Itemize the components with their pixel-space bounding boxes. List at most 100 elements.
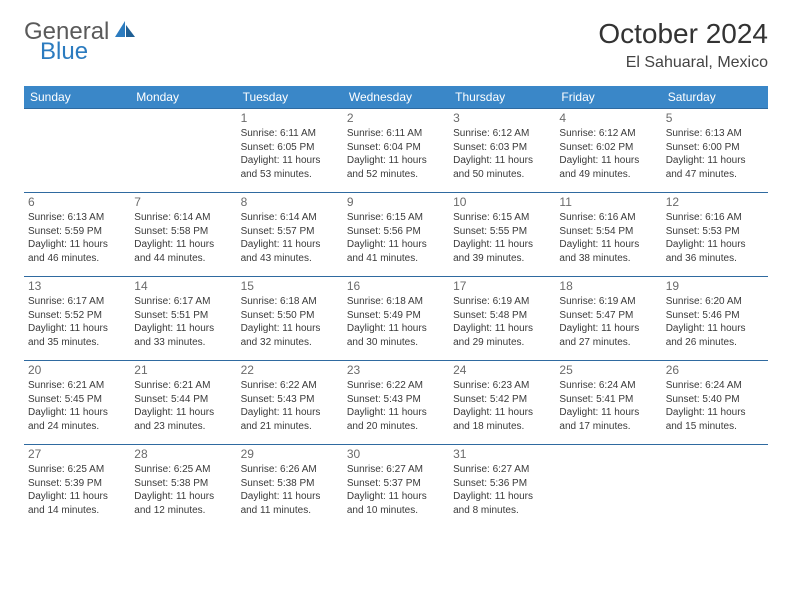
sunset-text: Sunset: 6:03 PM — [453, 141, 551, 155]
sunset-text: Sunset: 6:04 PM — [347, 141, 445, 155]
sail-icon — [115, 21, 137, 44]
day-info: Sunrise: 6:19 AMSunset: 5:47 PMDaylight:… — [559, 295, 657, 349]
daylight-text: Daylight: 11 hours and 26 minutes. — [666, 322, 764, 349]
calendar-day-cell: 31 Sunrise: 6:27 AMSunset: 5:36 PMDayligh… — [449, 445, 555, 529]
sunset-text: Sunset: 5:45 PM — [28, 393, 126, 407]
calendar-day-cell: 7Sunrise: 6:14 AMSunset: 5:58 PMDaylight… — [130, 193, 236, 277]
daylight-text: Daylight: 11 hours and 15 minutes. — [666, 406, 764, 433]
day-info: Sunrise: 6:19 AMSunset: 5:48 PMDaylight:… — [453, 295, 551, 349]
sunrise-text: Sunrise: 6:16 AM — [666, 211, 764, 225]
day-header: Tuesday — [237, 86, 343, 109]
daylight-text: Daylight: 11 hours and 35 minutes. — [28, 322, 126, 349]
day-info: Sunrise: 6:21 AMSunset: 5:44 PMDaylight:… — [134, 379, 232, 433]
calendar-day-cell: 26Sunrise: 6:24 AMSunset: 5:40 PMDayligh… — [662, 361, 768, 445]
sunrise-text: Sunrise: 6:27 AM — [347, 463, 445, 477]
day-number: 2 — [347, 111, 445, 125]
day-number: 3 — [453, 111, 551, 125]
day-info: Sunrise: 6:18 AMSunset: 5:50 PMDaylight:… — [241, 295, 339, 349]
calendar-day-cell: 13Sunrise: 6:17 AMSunset: 5:52 PMDayligh… — [24, 277, 130, 361]
sunset-text: Sunset: 5:43 PM — [347, 393, 445, 407]
day-number: 4 — [559, 111, 657, 125]
calendar-day-cell: 8Sunrise: 6:14 AMSunset: 5:57 PMDaylight… — [237, 193, 343, 277]
day-info: Sunrise: 6:15 AMSunset: 5:55 PMDaylight:… — [453, 211, 551, 265]
day-number: 18 — [559, 279, 657, 293]
day-info: Sunrise: 6:24 AMSunset: 5:40 PMDaylight:… — [666, 379, 764, 433]
day-info: Sunrise: 6:12 AMSunset: 6:02 PMDaylight:… — [559, 127, 657, 181]
sunrise-text: Sunrise: 6:12 AM — [559, 127, 657, 141]
day-number: 17 — [453, 279, 551, 293]
daylight-text: Daylight: 11 hours and 41 minutes. — [347, 238, 445, 265]
sunset-text: Sunset: 5:53 PM — [666, 225, 764, 239]
daylight-text: Daylight: 11 hours and 49 minutes. — [559, 154, 657, 181]
daylight-text: Daylight: 11 hours and 32 minutes. — [241, 322, 339, 349]
day-info: Sunrise: 6:27 AMSunset: 5:36 PMDaylight:… — [453, 463, 551, 517]
day-number: 25 — [559, 363, 657, 377]
sunset-text: Sunset: 6:00 PM — [666, 141, 764, 155]
calendar-day-cell — [130, 109, 236, 193]
day-number: 19 — [666, 279, 764, 293]
sunset-text: Sunset: 5:40 PM — [666, 393, 764, 407]
calendar-week-row: 27Sunrise: 6:25 AMSunset: 5:39 PMDayligh… — [24, 445, 768, 529]
sunrise-text: Sunrise: 6:18 AM — [347, 295, 445, 309]
daylight-text: Daylight: 11 hours and 20 minutes. — [347, 406, 445, 433]
daylight-text: Daylight: 11 hours and 12 minutes. — [134, 490, 232, 517]
daylight-text: Daylight: 11 hours and 17 minutes. — [559, 406, 657, 433]
sunrise-text: Sunrise: 6:19 AM — [453, 295, 551, 309]
calendar-day-cell: 19 Sunrise: 6:20 AMSunset: 5:46 PMDayligh… — [662, 277, 768, 361]
calendar-day-cell: 24Sunrise: 6:23 AMSunset: 5:42 PMDayligh… — [449, 361, 555, 445]
calendar-day-cell: 21Sunrise: 6:21 AMSunset: 5:44 PMDayligh… — [130, 361, 236, 445]
daylight-text: Daylight: 11 hours and 11 minutes. — [241, 490, 339, 517]
day-info: Sunrise: 6:25 AMSunset: 5:39 PMDaylight:… — [28, 463, 126, 517]
calendar-day-cell: 20Sunrise: 6:21 AMSunset: 5:45 PMDayligh… — [24, 361, 130, 445]
calendar-day-cell: 3Sunrise: 6:12 AMSunset: 6:03 PMDaylight… — [449, 109, 555, 193]
calendar-day-cell: 4 Sunrise: 6:12 AMSunset: 6:02 PMDaylight… — [555, 109, 661, 193]
sunrise-text: Sunrise: 6:22 AM — [241, 379, 339, 393]
sunrise-text: Sunrise: 6:26 AM — [241, 463, 339, 477]
sunrise-text: Sunrise: 6:15 AM — [347, 211, 445, 225]
sunset-text: Sunset: 5:43 PM — [241, 393, 339, 407]
day-info: Sunrise: 6:11 AMSunset: 6:05 PMDaylight:… — [241, 127, 339, 181]
sunrise-text: Sunrise: 6:27 AM — [453, 463, 551, 477]
calendar-day-cell — [555, 445, 661, 529]
day-number: 23 — [347, 363, 445, 377]
day-info: Sunrise: 6:20 AMSunset: 5:46 PMDaylight:… — [666, 295, 764, 349]
day-info: Sunrise: 6:27 AMSunset: 5:37 PMDaylight:… — [347, 463, 445, 517]
sunrise-text: Sunrise: 6:19 AM — [559, 295, 657, 309]
day-number: 7 — [134, 195, 232, 209]
day-header: Wednesday — [343, 86, 449, 109]
calendar-day-cell — [24, 109, 130, 193]
sunset-text: Sunset: 5:59 PM — [28, 225, 126, 239]
sunrise-text: Sunrise: 6:23 AM — [453, 379, 551, 393]
sunset-text: Sunset: 6:02 PM — [559, 141, 657, 155]
daylight-text: Daylight: 11 hours and 21 minutes. — [241, 406, 339, 433]
calendar-day-cell: 23Sunrise: 6:22 AMSunset: 5:43 PMDayligh… — [343, 361, 449, 445]
day-number: 15 — [241, 279, 339, 293]
sunrise-text: Sunrise: 6:13 AM — [28, 211, 126, 225]
sunrise-text: Sunrise: 6:15 AM — [453, 211, 551, 225]
calendar-day-cell: 9Sunrise: 6:15 AMSunset: 5:56 PMDaylight… — [343, 193, 449, 277]
sunrise-text: Sunrise: 6:17 AM — [28, 295, 126, 309]
sunrise-text: Sunrise: 6:17 AM — [134, 295, 232, 309]
sunset-text: Sunset: 5:55 PM — [453, 225, 551, 239]
calendar-day-cell: 12Sunrise: 6:16 AMSunset: 5:53 PMDayligh… — [662, 193, 768, 277]
day-number: 31 — [453, 447, 551, 461]
calendar-day-cell: 5Sunrise: 6:13 AMSunset: 6:00 PMDaylight… — [662, 109, 768, 193]
day-number: 29 — [241, 447, 339, 461]
day-number: 12 — [666, 195, 764, 209]
day-header: Sunday — [24, 86, 130, 109]
day-info: Sunrise: 6:21 AMSunset: 5:45 PMDaylight:… — [28, 379, 126, 433]
daylight-text: Daylight: 11 hours and 14 minutes. — [28, 490, 126, 517]
page-title: October 2024 — [598, 18, 768, 50]
sunrise-text: Sunrise: 6:25 AM — [134, 463, 232, 477]
daylight-text: Daylight: 11 hours and 38 minutes. — [559, 238, 657, 265]
day-info: Sunrise: 6:24 AMSunset: 5:41 PMDaylight:… — [559, 379, 657, 433]
calendar-week-row: 13Sunrise: 6:17 AMSunset: 5:52 PMDayligh… — [24, 277, 768, 361]
daylight-text: Daylight: 11 hours and 44 minutes. — [134, 238, 232, 265]
sunrise-text: Sunrise: 6:11 AM — [241, 127, 339, 141]
day-info: Sunrise: 6:18 AMSunset: 5:49 PMDaylight:… — [347, 295, 445, 349]
sunrise-text: Sunrise: 6:18 AM — [241, 295, 339, 309]
sunset-text: Sunset: 5:50 PM — [241, 309, 339, 323]
day-number: 8 — [241, 195, 339, 209]
sunrise-text: Sunrise: 6:25 AM — [28, 463, 126, 477]
daylight-text: Daylight: 11 hours and 29 minutes. — [453, 322, 551, 349]
